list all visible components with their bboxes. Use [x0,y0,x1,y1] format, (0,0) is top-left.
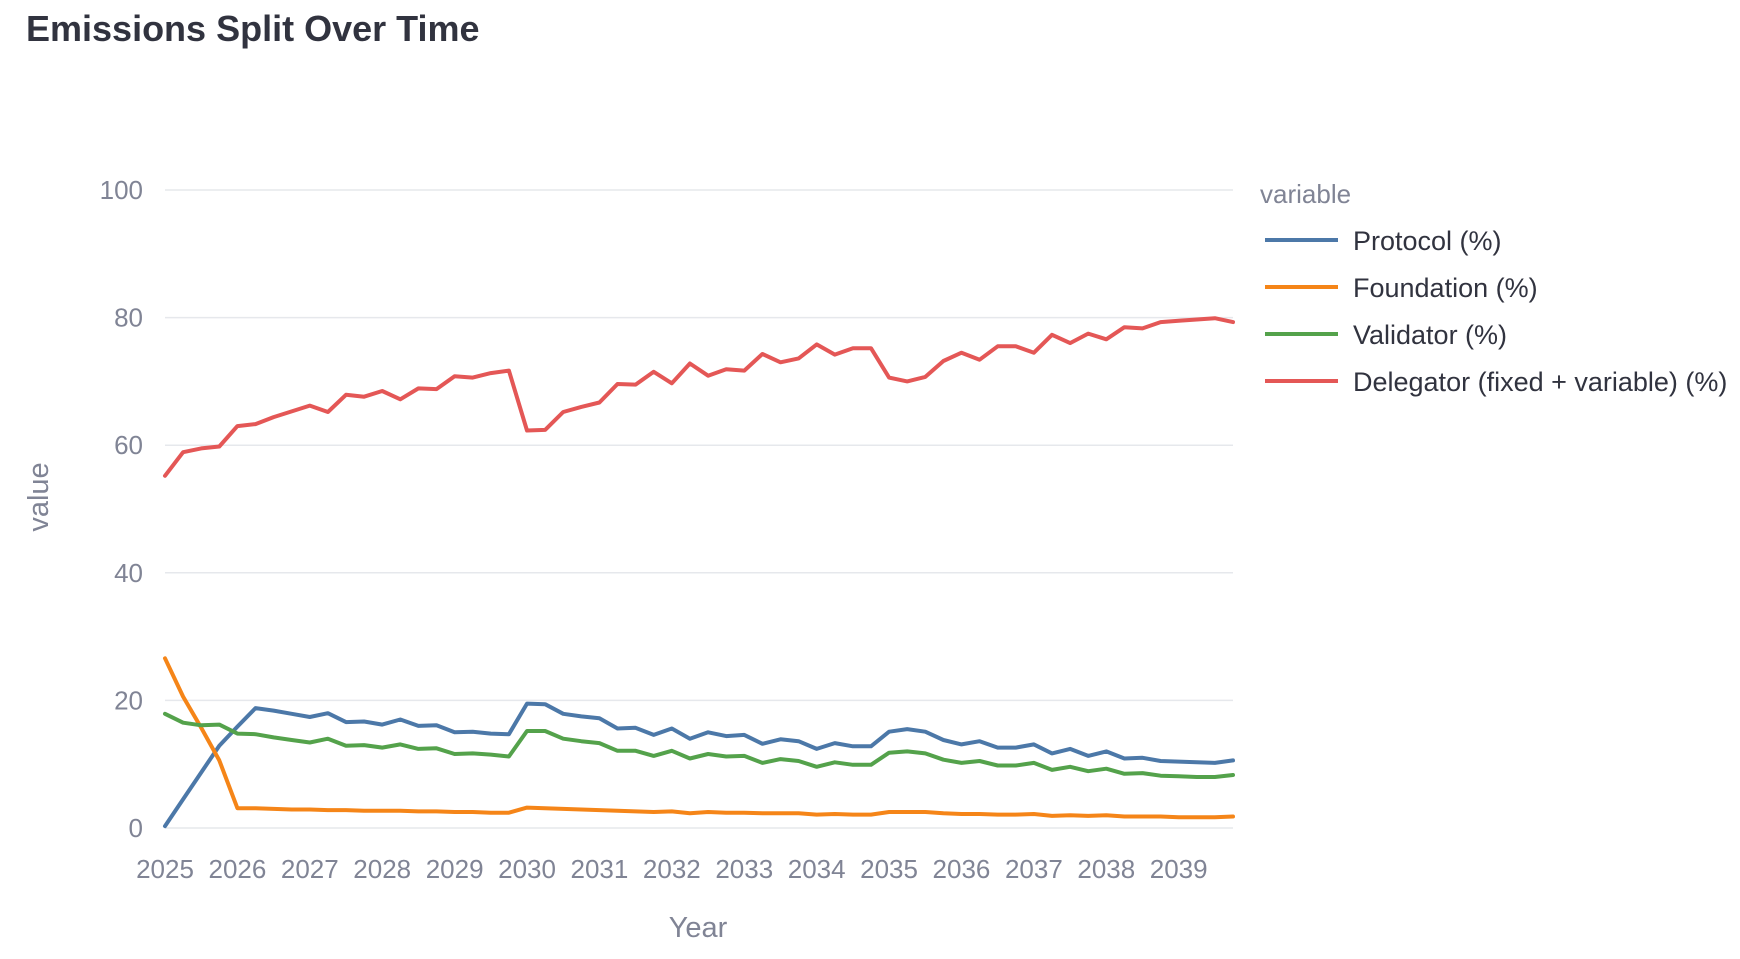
x-tick-label: 2027 [281,854,339,884]
x-tick-label: 2038 [1077,854,1135,884]
y-axis-ticks: 0 20 40 60 80 100 [100,175,143,843]
gridlines [165,189,1233,829]
x-tick-label: 2035 [860,854,918,884]
y-tick-label: 20 [114,685,143,715]
y-tick-label: 0 [129,813,143,843]
series-line-2 [163,656,1235,820]
legend-label: Foundation (%) [1353,273,1538,303]
x-tick-label: 2031 [571,854,629,884]
y-tick-label: 100 [100,175,143,205]
series-line-3 [163,711,1235,779]
x-tick-label: 2036 [933,854,991,884]
x-tick-label: 2030 [498,854,556,884]
y-tick-label: 80 [114,303,143,333]
y-axis-title: value [23,462,55,531]
x-tick-label: 2029 [426,854,484,884]
x-tick-label: 2033 [715,854,773,884]
legend-label: Delegator (fixed + variable) (%) [1353,367,1727,397]
legend-label: Protocol (%) [1353,226,1502,256]
x-tick-label: 2034 [788,854,846,884]
x-axis-ticks: 2025 2026 2027 2028 2029 2030 2031 2032 2033 2034… [136,854,1208,884]
y-tick-label: 40 [114,558,143,588]
legend: variable Protocol (%) Foundation (%) Valid… [1260,179,1727,397]
series-lines [163,316,1235,829]
x-tick-label: 2039 [1150,854,1208,884]
legend-title: variable [1260,179,1351,209]
series-line-4 [163,316,1235,478]
x-tick-label: 2032 [643,854,701,884]
x-tick-label: 2026 [208,854,266,884]
x-tick-label: 2037 [1005,854,1063,884]
x-tick-label: 2025 [136,854,194,884]
chart-title: Emissions Split Over Time [26,8,480,49]
legend-label: Validator (%) [1353,320,1507,350]
series-line-1 [163,701,1235,829]
x-axis-title: Year [669,912,728,944]
x-tick-label: 2028 [353,854,411,884]
y-tick-label: 60 [114,430,143,460]
